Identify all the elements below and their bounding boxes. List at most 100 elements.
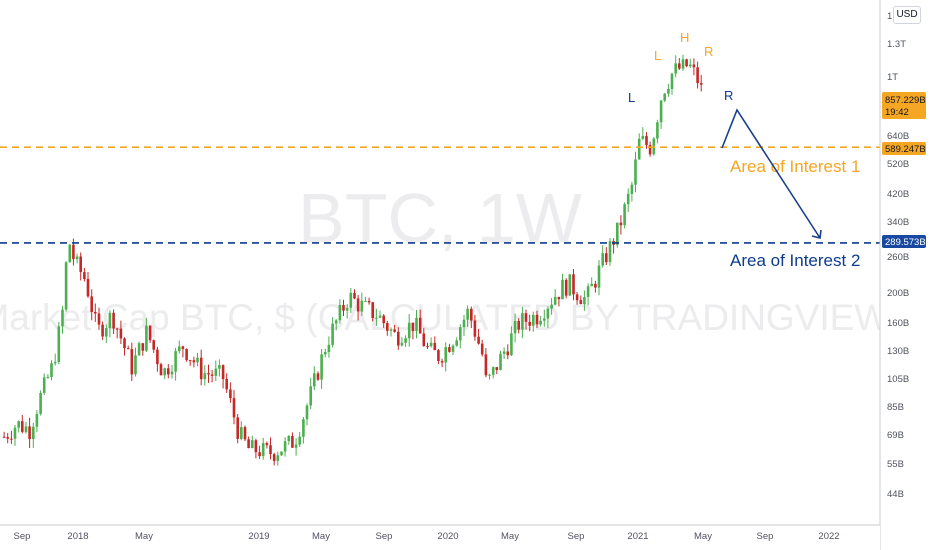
- left-shoulder-low-label: L: [628, 90, 635, 105]
- candle-body: [72, 244, 75, 260]
- price-axis-tick-label: 200B: [887, 288, 909, 299]
- candle-body: [689, 64, 692, 67]
- candle-body: [601, 253, 604, 266]
- candle-body: [437, 350, 440, 361]
- candle-body: [232, 398, 236, 418]
- candle-body: [167, 368, 170, 375]
- candle-body: [188, 360, 192, 362]
- candle-body: [397, 331, 400, 346]
- candle-body: [345, 307, 349, 311]
- candle-body: [586, 286, 590, 297]
- candle-body: [678, 63, 681, 69]
- candle-body: [415, 317, 418, 332]
- candle-body: [699, 83, 703, 85]
- candle-body: [97, 313, 101, 325]
- current-price-badge: [882, 92, 926, 119]
- watermark-description: Market Cap BTC, $ (CALCULATED BY TRADING…: [0, 297, 902, 338]
- candle-body: [225, 379, 228, 390]
- candle-body: [338, 305, 342, 321]
- candle-body: [156, 349, 159, 365]
- price-axis-tick-label: 640B: [887, 131, 909, 142]
- currency-badge[interactable]: USD: [893, 6, 921, 24]
- candle-body: [459, 327, 462, 341]
- candle-body: [484, 354, 488, 376]
- price-axis-tick-label: 1.3T: [887, 39, 906, 50]
- candle-body: [411, 322, 415, 332]
- area-of-interest-2-price: 289.573B: [885, 237, 926, 248]
- candle-body: [641, 136, 645, 139]
- price-axis-tick-label: 105B: [887, 374, 909, 385]
- candle-body: [462, 319, 466, 328]
- candle-body: [261, 443, 265, 457]
- candle-body: [112, 312, 115, 329]
- candle-body: [440, 361, 444, 363]
- candle-body: [94, 312, 97, 314]
- candle-body: [24, 426, 28, 432]
- area-of-interest-1-price: 589.247B: [885, 144, 926, 155]
- candle-body: [455, 340, 458, 346]
- time-axis-tick-label: Sep: [568, 531, 585, 542]
- candle-body: [57, 326, 61, 362]
- candle-body: [2, 436, 6, 438]
- candle-body: [539, 320, 542, 325]
- time-axis-tick-label: Sep: [757, 531, 774, 542]
- price-axis-tick-label: 260B: [887, 252, 909, 263]
- candle-body: [473, 320, 477, 337]
- candle-body: [148, 325, 152, 341]
- time-axis-tick-label: May: [312, 531, 330, 542]
- candle-body: [79, 256, 82, 273]
- candle-body: [353, 292, 356, 299]
- candle-body: [287, 436, 291, 442]
- time-axis-tick-label: 2022: [818, 531, 839, 542]
- candle-body: [105, 328, 108, 337]
- area-of-interest-2-price-badge: [882, 235, 926, 248]
- candle-body: [393, 329, 396, 332]
- candle-body: [90, 296, 93, 312]
- candle-body: [356, 298, 360, 312]
- candle-body: [513, 320, 517, 334]
- candle-body: [543, 318, 546, 321]
- candle-body: [240, 427, 243, 439]
- candle-body: [46, 377, 50, 379]
- candle-body: [331, 323, 334, 345]
- time-axis-ticks: Sep 2018 May 2019 May Sep 2020 May Sep 2021 May Sep…: [14, 531, 840, 542]
- candle-body: [532, 314, 535, 326]
- time-axis-tick-label: 2018: [67, 531, 88, 542]
- candle-body: [64, 262, 68, 310]
- time-axis-tick-label: Sep: [376, 531, 393, 542]
- candle-body: [13, 427, 17, 439]
- candle-body: [535, 314, 539, 325]
- candle-body: [499, 353, 502, 370]
- candle-body: [667, 89, 670, 94]
- candle-body: [444, 347, 447, 363]
- candle-body: [108, 312, 112, 329]
- candle-body: [433, 342, 437, 351]
- candle-body: [605, 253, 608, 263]
- candle-body: [203, 373, 207, 380]
- candle-body: [371, 302, 374, 318]
- candle-body: [251, 440, 254, 448]
- candle-body: [130, 349, 134, 375]
- price-axis-tick-label: 1T: [887, 72, 898, 83]
- candle-body: [608, 241, 612, 263]
- time-axis-tick-label: May: [694, 531, 712, 542]
- candle-body: [418, 317, 422, 334]
- candle-body: [291, 436, 294, 448]
- area-of-interest-1-label: Area of Interest 1: [730, 157, 860, 176]
- current-price-label: 857.229B: [885, 95, 926, 106]
- candle-body: [645, 136, 648, 145]
- candle-body: [221, 365, 225, 380]
- price-axis-tick-label: 520B: [887, 159, 909, 170]
- candle-body: [39, 392, 42, 414]
- time-axis-tick-label: 2020: [437, 531, 458, 542]
- candle-body: [50, 363, 53, 377]
- candle-body: [178, 346, 181, 352]
- candle-body: [626, 193, 630, 205]
- candle-body: [145, 325, 148, 351]
- candle-body: [557, 296, 561, 300]
- candle-body: [429, 342, 433, 347]
- candle-body: [265, 443, 269, 446]
- candle-body: [663, 93, 666, 101]
- candle-body: [342, 305, 345, 311]
